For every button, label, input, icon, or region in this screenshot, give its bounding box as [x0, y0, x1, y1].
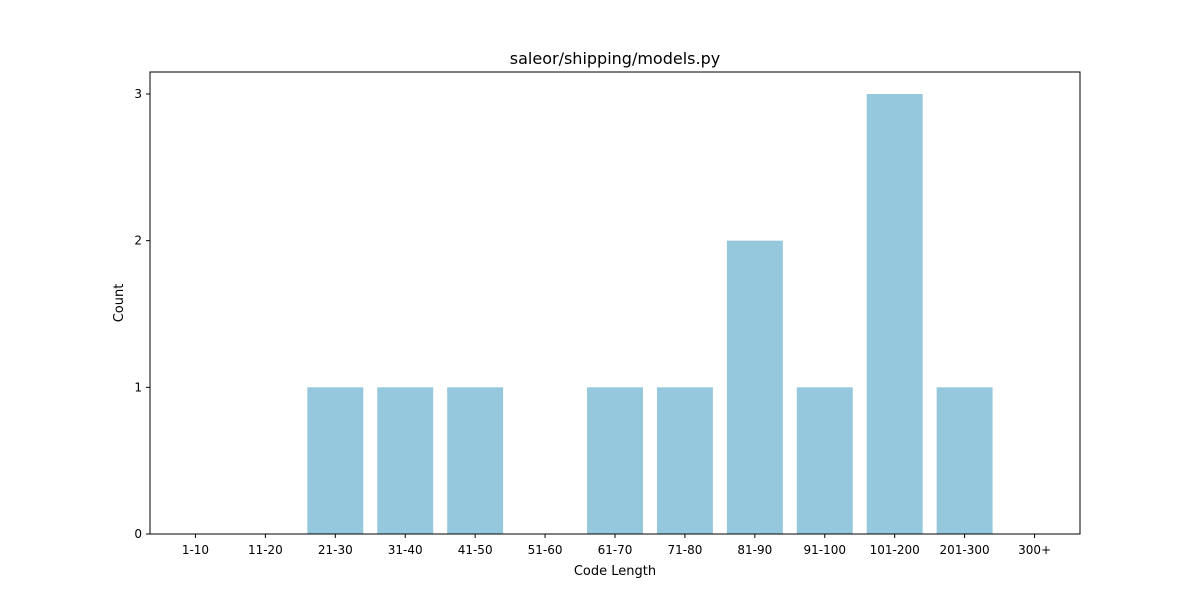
x-tick-label: 71-80	[667, 543, 702, 557]
y-tick-label: 0	[134, 527, 142, 541]
bars-group	[307, 94, 993, 534]
bar-61-70	[587, 387, 643, 534]
x-tick-label: 11-20	[248, 543, 283, 557]
x-tick-label: 201-300	[940, 543, 990, 557]
bar-91-100	[796, 387, 853, 534]
x-tick-label: 41-50	[458, 543, 493, 557]
x-tick-label: 21-30	[318, 543, 353, 557]
bar-201-300	[936, 387, 993, 534]
bar-71-80	[656, 387, 713, 534]
x-tick-label: 1-10	[182, 543, 209, 557]
bar-41-50	[447, 387, 504, 534]
y-tick-label: 2	[134, 234, 142, 248]
bar-81-90	[726, 240, 783, 534]
y-axis-ticks: 0 1 2 3	[134, 87, 150, 541]
y-tick-label: 1	[134, 380, 142, 394]
x-tick-label: 61-70	[598, 543, 633, 557]
x-tick-label: 81-90	[737, 543, 772, 557]
y-tick-label: 3	[134, 87, 142, 101]
x-axis-ticks: 1-10 11-20 21-30 31-40 41-50 51-60 61-70 71-80 8…	[182, 534, 1051, 557]
x-tick-label: 300+	[1018, 543, 1051, 557]
bar-21-30	[307, 387, 364, 534]
chart-title: saleor/shipping/models.py	[510, 49, 720, 68]
plot-frame	[149, 71, 1081, 535]
y-axis-label: Count	[112, 284, 127, 323]
x-tick-label: 91-100	[804, 543, 847, 557]
x-axis-label: Code Length	[574, 564, 656, 579]
x-tick-label: 101-200	[870, 543, 920, 557]
x-tick-label: 31-40	[388, 543, 423, 557]
bar-31-40	[377, 387, 434, 534]
bar-101-200	[866, 94, 923, 534]
x-tick-label: 51-60	[528, 543, 563, 557]
